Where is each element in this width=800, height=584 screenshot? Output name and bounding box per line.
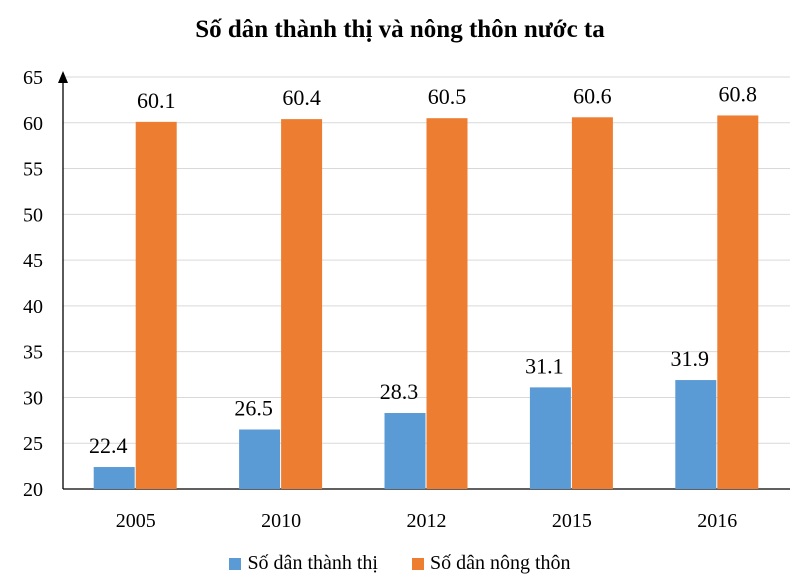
data-label-urban: 31.1 xyxy=(525,353,564,378)
data-label-rural: 60.5 xyxy=(428,84,467,109)
x-tick-label: 2010 xyxy=(261,510,301,532)
bar-rural xyxy=(571,117,613,489)
legend-label-rural: Số dân nông thôn xyxy=(429,552,571,574)
chart-title: Số dân thành thị và nông thôn nước ta xyxy=(195,16,605,43)
bar-urban xyxy=(384,413,426,489)
data-label-urban: 31.9 xyxy=(671,346,710,371)
y-axis-arrow xyxy=(58,71,68,83)
x-tick-label: 2015 xyxy=(552,510,592,532)
data-label-urban: 26.5 xyxy=(234,395,273,420)
y-tick-label: 25 xyxy=(23,433,43,455)
legend-entry-urban: Số dân thành thị xyxy=(229,552,378,575)
x-tick-label: 2016 xyxy=(697,510,737,532)
legend-label-urban: Số dân thành thị xyxy=(247,552,378,574)
y-tick-label: 45 xyxy=(23,250,43,272)
data-label-urban: 22.4 xyxy=(89,433,128,458)
legend-swatch-urban xyxy=(229,557,242,570)
y-tick-label: 30 xyxy=(23,387,43,409)
data-label-rural: 60.1 xyxy=(137,88,176,113)
y-tick-label: 60 xyxy=(23,113,43,135)
data-label-rural: 60.4 xyxy=(282,85,321,110)
y-tick-label: 20 xyxy=(23,479,43,501)
bar-rural xyxy=(426,118,468,489)
bar-urban xyxy=(239,429,281,489)
bar-rural xyxy=(717,115,759,489)
bar-urban xyxy=(93,467,135,489)
data-label-urban: 28.3 xyxy=(380,379,419,404)
y-tick-label: 50 xyxy=(23,204,43,226)
y-tick-label: 65 xyxy=(23,67,43,89)
x-tick-label: 2012 xyxy=(407,510,447,532)
data-label-rural: 60.6 xyxy=(573,83,612,108)
x-tick-label: 2005 xyxy=(116,510,156,532)
y-tick-label: 40 xyxy=(23,296,43,318)
bar-urban xyxy=(529,387,571,489)
legend: Số dân thành thị Số dân nông thôn xyxy=(0,552,800,575)
bar-urban xyxy=(675,380,717,489)
y-tick-label: 35 xyxy=(23,342,43,364)
legend-swatch-rural xyxy=(411,557,424,570)
data-label-rural: 60.8 xyxy=(719,81,758,106)
legend-entry-rural: Số dân nông thôn xyxy=(411,552,571,575)
bar-rural xyxy=(135,121,177,490)
y-tick-label: 55 xyxy=(23,159,43,181)
bar-rural xyxy=(281,119,323,490)
bar-chart: 20 25 30 35 40 45 50 55 60 65 22.4 60.1 2005 26.5 60.4… xyxy=(23,67,790,532)
